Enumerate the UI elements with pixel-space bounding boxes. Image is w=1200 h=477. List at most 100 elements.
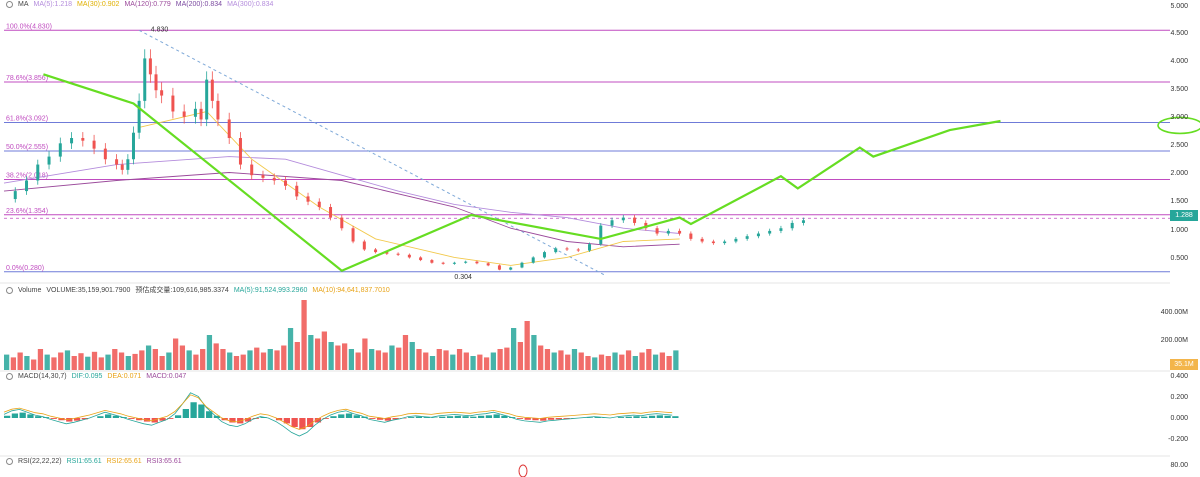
- indicator-name[interactable]: MA: [18, 1, 29, 8]
- candle-body-6: [70, 138, 74, 144]
- macd-bar-68: [532, 418, 539, 421]
- candle-body-43: [419, 257, 423, 261]
- candle-body-73: [756, 233, 760, 237]
- projection-path: [43, 73, 1001, 272]
- macd-dea-line: [3, 394, 673, 430]
- volume-bar-65: [443, 350, 449, 370]
- settings-circle-icon[interactable]: [6, 1, 13, 8]
- volume-bar-89: [605, 356, 611, 370]
- candle-body-42: [407, 254, 411, 258]
- macd-bar-44: [345, 413, 353, 418]
- price-axis-2000: 2.000: [1170, 170, 1188, 177]
- rsi-legend: RSI(22,22,22) RSI1:65.61 RSI2:65.61 RSI3…: [6, 458, 182, 465]
- macd-bar-48: [376, 418, 384, 420]
- volume-bar-48: [328, 342, 334, 370]
- macd-bar-82: [641, 416, 648, 418]
- macd-bar-40: [314, 418, 322, 423]
- candle-body-38: [362, 241, 366, 250]
- ma-mid-line: [3, 172, 680, 248]
- volume-bar-11: [78, 353, 84, 370]
- macd-bar-81: [633, 416, 640, 418]
- candle-body-30: [272, 177, 276, 181]
- volume-bar-33: [227, 352, 233, 370]
- candle-body-5: [58, 143, 62, 157]
- volume-bar-99: [673, 350, 679, 370]
- candle-body-40: [385, 252, 389, 254]
- macd-bar-50: [392, 418, 399, 420]
- volume-bar-2: [17, 352, 23, 370]
- macd-bar-47: [369, 418, 376, 419]
- candle-body-58: [588, 244, 592, 251]
- volume-bar-5: [37, 349, 44, 370]
- candle-body-61: [621, 217, 625, 221]
- volume-bar-91: [619, 354, 625, 370]
- macd-settings-icon[interactable]: [6, 373, 13, 380]
- low-marker-label: 0.304: [454, 274, 472, 281]
- volume-title[interactable]: Volume: [18, 286, 42, 294]
- volume-bar-81: [551, 352, 557, 370]
- candle-body-16: [148, 58, 152, 75]
- volume-bar-36: [247, 350, 253, 370]
- candle-body-51: [509, 267, 513, 270]
- macd-bar-58: [454, 415, 461, 418]
- ma5-label: MA(5):1.218: [33, 1, 73, 8]
- macd-bar-67: [524, 418, 531, 420]
- macd-title[interactable]: MACD(14,30,7): [18, 373, 67, 380]
- volume-bar-37: [254, 347, 260, 370]
- volume-current-tag: 35.1M: [1170, 359, 1198, 370]
- volume-bar-32: [220, 349, 226, 370]
- volume-bar-55: [375, 350, 382, 370]
- volume-bar-10: [71, 356, 77, 370]
- volume-bar-68: [463, 352, 469, 370]
- candle-body-28: [250, 164, 254, 176]
- macd-bar-26: [206, 411, 213, 418]
- macd-bar-52: [408, 417, 415, 418]
- volume-bar-9: [64, 350, 71, 370]
- price-legend: MA MA(5):1.218 MA(30):0.902 MA(120):0.77…: [6, 1, 273, 8]
- candle-body-31: [284, 180, 287, 186]
- volume-bar-29: [200, 349, 206, 370]
- volume-settings-icon[interactable]: [6, 286, 13, 294]
- volume-bar-13: [91, 351, 98, 370]
- candle-body-13: [131, 132, 135, 160]
- volume-bar-18: [125, 356, 131, 370]
- macd-bar-85: [664, 415, 671, 418]
- candle-body-50: [497, 265, 501, 270]
- candle-body-39: [374, 249, 378, 253]
- volume-bar-66: [450, 354, 456, 370]
- volume-axis-200m: 200.00M: [1160, 337, 1188, 344]
- candle-body-27: [238, 138, 242, 165]
- macd-bar-29: [229, 418, 236, 423]
- macd-axis-0200: 0.200: [1170, 394, 1188, 401]
- candle-body-45: [441, 262, 445, 264]
- macd-bar-4: [35, 416, 42, 418]
- macd-bar-71: [555, 418, 562, 420]
- volume-bar-50: [342, 343, 348, 370]
- volume-bar-84: [571, 349, 578, 370]
- candle-body-36: [340, 217, 344, 229]
- macd-bar-36: [283, 418, 290, 424]
- volume-bar-1: [10, 357, 17, 370]
- candle-body-49: [486, 263, 490, 266]
- volume-bar-77: [524, 321, 530, 370]
- fib-label-3: 50.0%(2.555): [6, 144, 48, 151]
- candle-body-48: [475, 261, 479, 264]
- rsi-settings-icon[interactable]: [6, 458, 13, 465]
- macd-bar-10: [81, 418, 88, 420]
- candle-body-20: [182, 111, 186, 117]
- candle-body-24: [210, 79, 214, 101]
- candle-body-26: [227, 119, 231, 139]
- candle-body-65: [666, 230, 670, 234]
- macd-bar-38: [299, 418, 306, 430]
- volume-bar-47: [321, 331, 327, 370]
- macd-bar-86: [672, 416, 679, 418]
- macd-bar-20: [159, 418, 166, 421]
- fib-label-4: 38.2%(2.018): [6, 173, 48, 180]
- volume-value: VOLUME:35,159,901.7900: [46, 286, 131, 294]
- volume-bar-17: [118, 352, 125, 370]
- rsi-title[interactable]: RSI(22,22,22): [18, 458, 62, 465]
- candle-body-41: [396, 253, 400, 255]
- price-axis-1500: 1.500: [1170, 198, 1188, 205]
- candle-body-75: [779, 228, 783, 231]
